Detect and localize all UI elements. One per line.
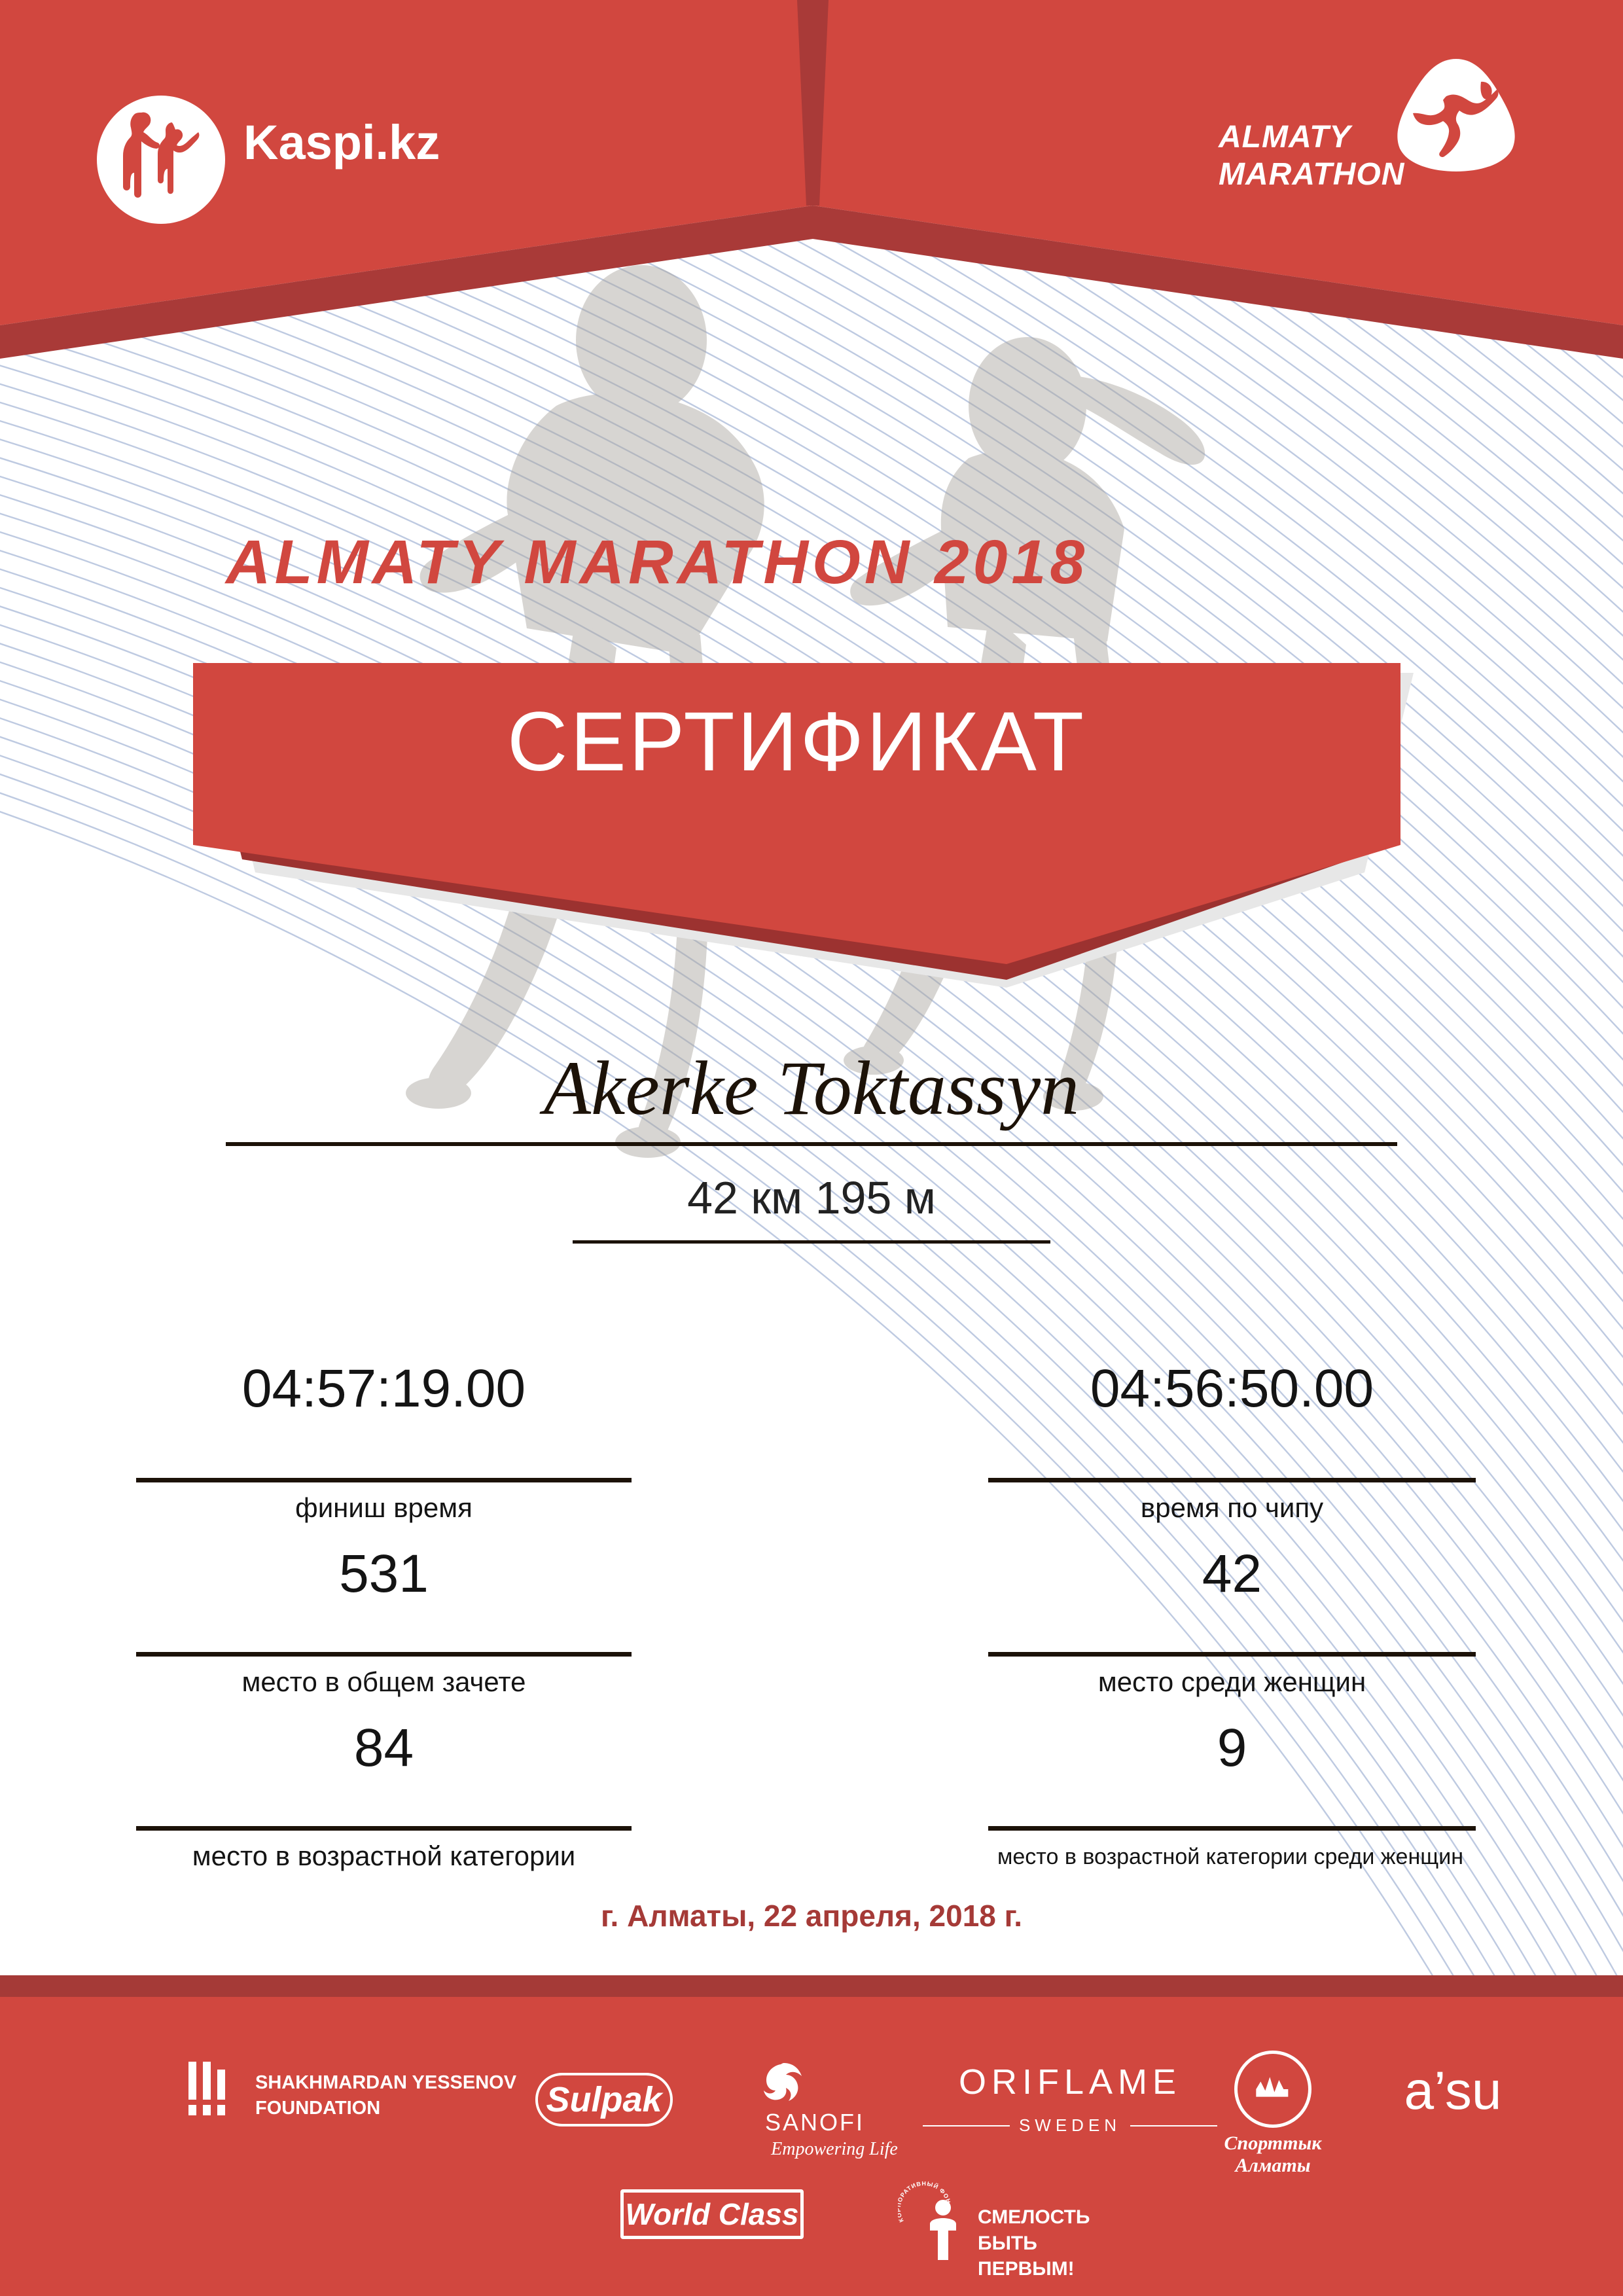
svg-text:КОРПОРАТИВНЫЙ ФОНД: КОРПОРАТИВНЫЙ ФОНД: [898, 2180, 950, 2223]
